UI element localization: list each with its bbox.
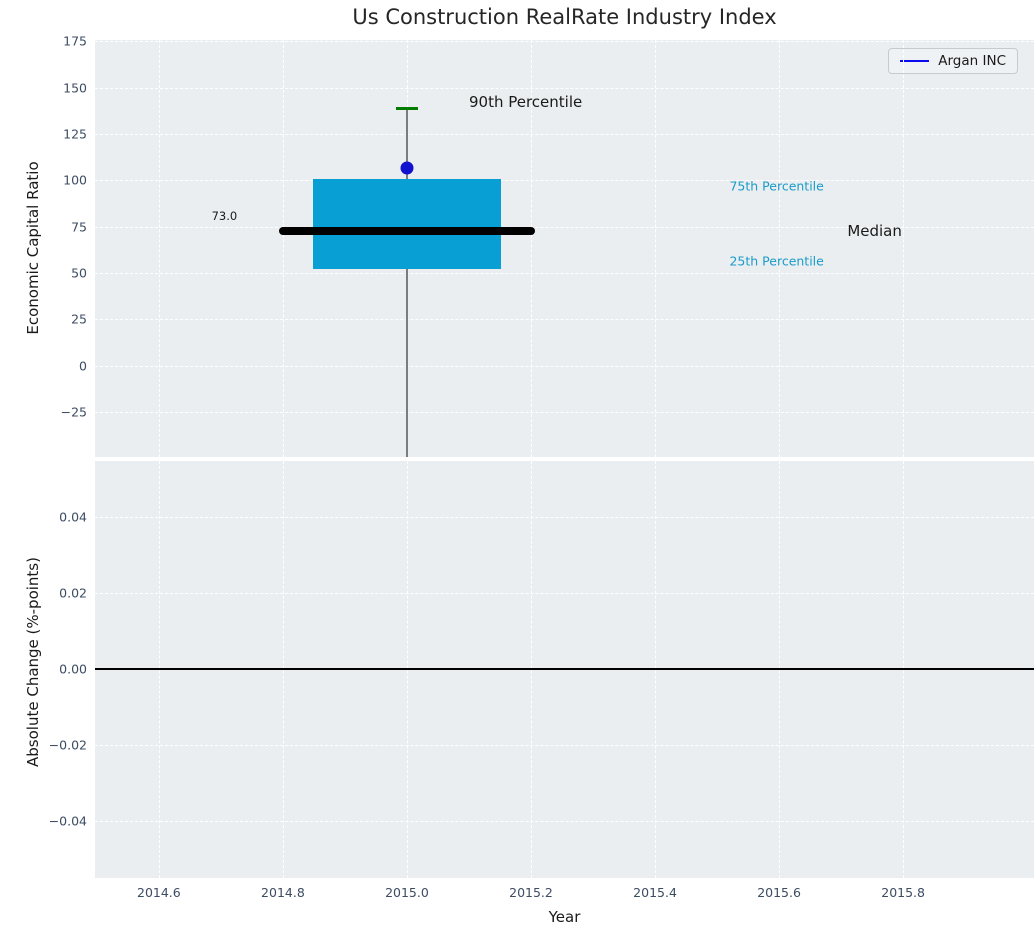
x-tick-label: 2015.6: [757, 885, 801, 900]
y-tick-label: 0.00: [59, 661, 87, 677]
percentile-90-cap: [395, 106, 419, 110]
iqr-box: [312, 179, 502, 269]
y-tick-label: 175: [63, 33, 87, 49]
gridline-horizontal: [95, 87, 1034, 89]
gridline-horizontal: [95, 365, 1034, 367]
whisker-line: [405, 108, 408, 457]
annotation-median: Median: [847, 221, 902, 240]
gridline-vertical: [655, 40, 657, 457]
gridline-vertical: [903, 40, 905, 457]
y-tick-label: 0.02: [59, 585, 87, 601]
gridline-horizontal: [95, 273, 1034, 275]
annotation-75th-percentile: 75th Percentile: [729, 178, 824, 194]
x-tick-label: 2014.6: [137, 885, 181, 900]
bottom-plot-area: [95, 461, 1034, 878]
top-plot-area: Argan INC 90th Percentile 75th Percentile…: [95, 40, 1034, 457]
gridline-horizontal: [95, 592, 1034, 594]
y-tick-label: −0.02: [48, 737, 87, 753]
gridline-horizontal: [95, 134, 1034, 136]
gridline-vertical: [779, 40, 781, 457]
median-line: [279, 226, 535, 235]
y-tick-label: 75: [71, 219, 87, 235]
legend: Argan INC: [888, 48, 1018, 74]
annotation-90th-percentile: 90th Percentile: [468, 92, 583, 111]
zero-line: [95, 667, 1034, 670]
x-tick-label: 2015.4: [633, 885, 677, 900]
annotation-73-0: 73.0: [211, 208, 238, 223]
company-marker-argan-inc: [400, 161, 414, 175]
gridline-horizontal: [95, 744, 1034, 746]
y-tick-label: 100: [63, 172, 87, 188]
y-tick-label: 0.04: [59, 509, 87, 525]
y-tick-label: 0: [79, 358, 87, 374]
gridline-horizontal: [95, 412, 1034, 414]
y-tick-label: 125: [63, 126, 87, 142]
y-tick-label: −0.04: [48, 813, 87, 829]
x-axis-label: Year: [548, 908, 581, 926]
gridline-horizontal: [95, 41, 1034, 43]
y-tick-label: −25: [60, 404, 87, 420]
gridline-horizontal: [95, 820, 1034, 822]
x-tick-label: 2015.8: [881, 885, 925, 900]
x-tick-label: 2015.0: [385, 885, 429, 900]
gridline-vertical: [158, 40, 160, 457]
legend-label: Argan INC: [938, 53, 1006, 69]
gridline-horizontal: [95, 319, 1034, 321]
chart-title: Us Construction RealRate Industry Index: [352, 5, 777, 29]
gridline-vertical: [282, 40, 284, 457]
annotation-25th-percentile: 25th Percentile: [729, 253, 824, 269]
gridline-vertical: [531, 40, 532, 457]
y-tick-label: 25: [71, 311, 87, 327]
x-tick-label: 2014.8: [261, 885, 305, 900]
gridline-horizontal: [95, 180, 1034, 182]
x-tick-label: 2015.2: [509, 885, 553, 900]
legend-line-sample: [900, 59, 930, 63]
gridline-horizontal: [95, 226, 1034, 228]
y-tick-label: 50: [71, 265, 87, 281]
y-tick-label: 150: [63, 80, 87, 96]
gridline-horizontal: [95, 516, 1034, 518]
